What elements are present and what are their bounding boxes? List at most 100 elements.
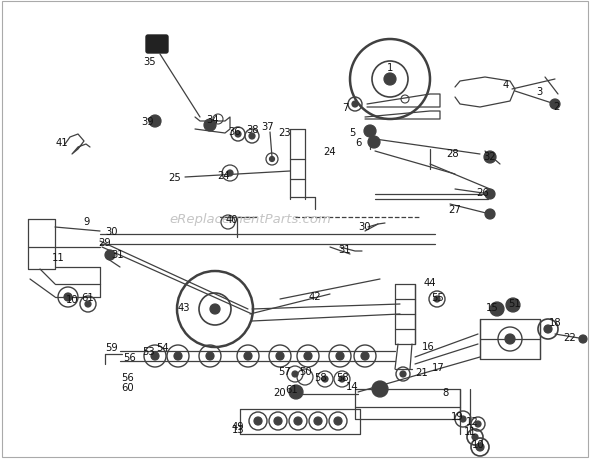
- Text: 14: 14: [346, 381, 358, 391]
- Text: 7: 7: [342, 103, 348, 113]
- Text: 26: 26: [477, 188, 489, 197]
- Circle shape: [322, 376, 328, 382]
- Text: 58: 58: [314, 372, 326, 382]
- Circle shape: [334, 417, 342, 425]
- Text: 9: 9: [84, 217, 90, 226]
- Circle shape: [64, 293, 72, 302]
- Text: 53: 53: [142, 346, 155, 356]
- Circle shape: [505, 334, 515, 344]
- Text: 38: 38: [247, 125, 259, 134]
- Circle shape: [368, 137, 380, 149]
- Text: 30: 30: [359, 222, 371, 231]
- Circle shape: [249, 134, 255, 140]
- Text: 3: 3: [536, 87, 542, 97]
- Text: 30: 30: [106, 226, 118, 236]
- Circle shape: [314, 417, 322, 425]
- Text: 40: 40: [226, 214, 238, 224]
- Text: 32: 32: [484, 151, 496, 162]
- Circle shape: [460, 416, 466, 422]
- Circle shape: [352, 102, 358, 108]
- Text: 60: 60: [122, 382, 135, 392]
- Text: 58: 58: [336, 372, 348, 382]
- Circle shape: [550, 100, 560, 110]
- Text: 57: 57: [278, 366, 291, 376]
- Text: 39: 39: [142, 117, 155, 127]
- Text: 25: 25: [169, 173, 181, 183]
- Circle shape: [579, 335, 587, 343]
- Circle shape: [274, 417, 282, 425]
- Circle shape: [400, 371, 406, 377]
- Circle shape: [364, 126, 376, 138]
- Circle shape: [476, 443, 484, 451]
- Text: 15: 15: [486, 302, 499, 312]
- Circle shape: [490, 302, 504, 316]
- Circle shape: [544, 325, 552, 333]
- Circle shape: [384, 74, 396, 86]
- Circle shape: [204, 120, 216, 132]
- Text: 50: 50: [299, 366, 312, 376]
- Text: 6: 6: [355, 138, 361, 148]
- Circle shape: [304, 352, 312, 360]
- Text: 11: 11: [464, 426, 476, 436]
- Text: 20: 20: [274, 387, 286, 397]
- Circle shape: [292, 371, 298, 377]
- Text: 4: 4: [503, 80, 509, 90]
- Circle shape: [85, 302, 91, 308]
- Circle shape: [244, 352, 252, 360]
- Text: 23: 23: [278, 128, 291, 138]
- Circle shape: [206, 352, 214, 360]
- Text: eReplacementParts.com: eReplacementParts.com: [169, 213, 331, 226]
- Circle shape: [485, 210, 495, 219]
- Circle shape: [210, 304, 220, 314]
- Circle shape: [336, 352, 344, 360]
- Text: 24: 24: [324, 147, 336, 157]
- Text: 51: 51: [509, 298, 522, 308]
- Circle shape: [276, 352, 284, 360]
- Text: 5: 5: [349, 128, 355, 138]
- Text: 44: 44: [424, 277, 436, 287]
- Text: 35: 35: [144, 57, 156, 67]
- Circle shape: [434, 297, 440, 302]
- Text: 22: 22: [563, 332, 576, 342]
- Text: 19: 19: [451, 411, 463, 421]
- Circle shape: [105, 251, 115, 260]
- Text: 10: 10: [471, 439, 484, 449]
- Text: 37: 37: [262, 122, 274, 132]
- Circle shape: [339, 376, 345, 382]
- Circle shape: [475, 421, 481, 427]
- Text: 61: 61: [286, 384, 299, 394]
- Text: 59: 59: [106, 342, 119, 352]
- Text: 31: 31: [112, 249, 124, 259]
- Text: 56: 56: [124, 352, 136, 362]
- Text: 16: 16: [422, 341, 434, 351]
- Text: 18: 18: [549, 317, 561, 327]
- Circle shape: [506, 298, 520, 312]
- Text: 55: 55: [432, 292, 444, 302]
- Text: 12: 12: [466, 416, 478, 426]
- Text: 49: 49: [232, 421, 244, 431]
- Text: 36: 36: [229, 127, 241, 137]
- Circle shape: [174, 352, 182, 360]
- Text: 56: 56: [122, 372, 135, 382]
- Circle shape: [227, 171, 233, 177]
- Text: 54: 54: [156, 342, 168, 352]
- Text: 2: 2: [553, 102, 559, 112]
- Circle shape: [254, 417, 262, 425]
- Text: 29: 29: [99, 237, 112, 247]
- Text: 31: 31: [339, 245, 351, 254]
- Text: 8: 8: [442, 387, 448, 397]
- FancyBboxPatch shape: [146, 36, 168, 54]
- Text: 42: 42: [309, 291, 322, 302]
- Text: 11: 11: [52, 252, 64, 263]
- Text: 10: 10: [65, 294, 78, 304]
- Circle shape: [472, 434, 478, 440]
- Text: 43: 43: [178, 302, 190, 312]
- Circle shape: [270, 157, 274, 162]
- Text: 21: 21: [415, 367, 428, 377]
- Circle shape: [235, 132, 241, 138]
- Text: 24: 24: [218, 171, 230, 180]
- Circle shape: [485, 190, 495, 200]
- Text: 61: 61: [81, 292, 94, 302]
- Circle shape: [361, 352, 369, 360]
- Circle shape: [294, 417, 302, 425]
